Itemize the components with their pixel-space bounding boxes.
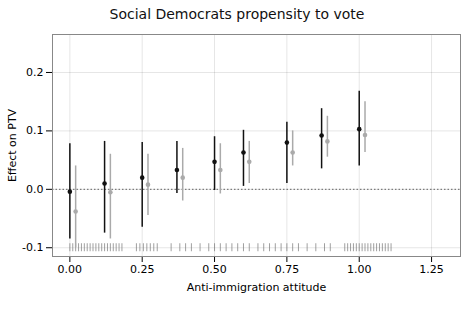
svg-text:0.1: 0.1 — [26, 124, 44, 137]
svg-text:0.2: 0.2 — [26, 66, 44, 79]
svg-text:Effect on PTV: Effect on PTV — [6, 108, 19, 182]
svg-text:0.50: 0.50 — [202, 263, 227, 276]
svg-text:Anti-immigration attitude: Anti-immigration attitude — [187, 281, 327, 294]
svg-text:0.0: 0.0 — [26, 183, 44, 196]
svg-text:0.00: 0.00 — [58, 263, 83, 276]
svg-text:-0.1: -0.1 — [22, 241, 43, 254]
svg-text:0.25: 0.25 — [130, 263, 155, 276]
html-text:Social Democrats propensity to: Social Democrats propensity to vote — [109, 6, 365, 22]
svg-text:0.75: 0.75 — [275, 263, 300, 276]
svg-text:1.25: 1.25 — [419, 263, 444, 276]
svg-text:1.00: 1.00 — [347, 263, 372, 276]
